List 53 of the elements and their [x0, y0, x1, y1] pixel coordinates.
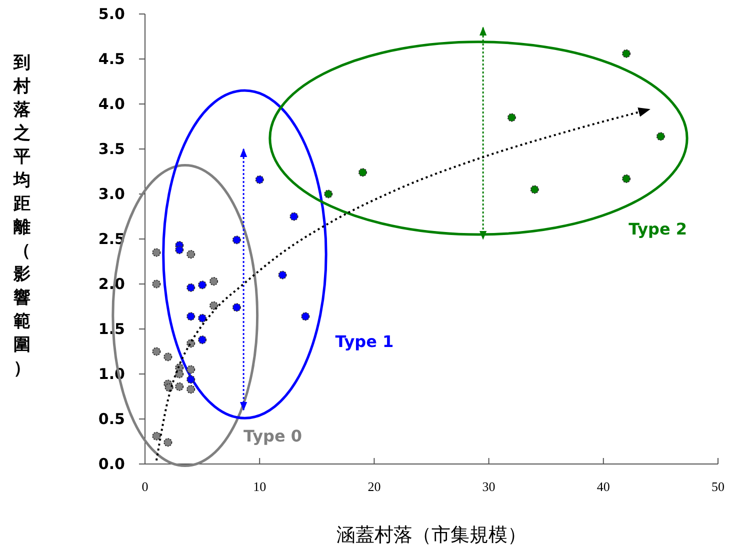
- point: [290, 212, 298, 221]
- y-tick-label: 0.5: [98, 410, 125, 428]
- point: [152, 347, 161, 356]
- point: [152, 280, 161, 288]
- point: [278, 270, 287, 280]
- point: [186, 312, 196, 321]
- point: [186, 375, 196, 384]
- point: [175, 370, 184, 378]
- point: [656, 132, 665, 141]
- y-tick-label: 4.0: [98, 94, 125, 113]
- point: [186, 385, 196, 394]
- y-tick-label: 2.0: [98, 274, 125, 293]
- point: [209, 301, 218, 310]
- point: [232, 303, 241, 312]
- point: [175, 382, 184, 391]
- point: [324, 190, 333, 198]
- text: Type 2: [628, 220, 688, 238]
- point: [198, 280, 207, 290]
- y-tick-label: 1.5: [98, 320, 125, 338]
- point: [198, 314, 207, 322]
- y-tick-label: 3.5: [98, 140, 125, 158]
- x-axis-title: 涵蓋村落（市集規模）: [336, 524, 526, 546]
- point: [530, 185, 539, 194]
- series-label: Type 1: [335, 332, 394, 351]
- point: [358, 168, 368, 177]
- point: [209, 277, 218, 286]
- point: [175, 246, 184, 254]
- x-tick-label: 20: [368, 479, 381, 494]
- point: [622, 174, 631, 183]
- point: [186, 250, 196, 259]
- x-tick-label: 10: [253, 479, 266, 494]
- y-tick-label: 4.5: [98, 50, 125, 68]
- x-tick-label: 0: [142, 479, 148, 494]
- point: [232, 236, 241, 244]
- point: [622, 49, 631, 58]
- point: [255, 175, 264, 184]
- point: [301, 312, 310, 321]
- y-tick-label: 5.0: [98, 4, 125, 23]
- x-tick-label: 40: [596, 479, 610, 494]
- point: [198, 336, 207, 344]
- y-tick-label: 0.0: [98, 454, 125, 473]
- point: [507, 113, 516, 122]
- y-tick-label: 3.0: [98, 184, 125, 203]
- point: [186, 365, 196, 374]
- x-tick-label: 50: [712, 479, 724, 494]
- point: [152, 432, 161, 440]
- point: [164, 438, 172, 447]
- point: [186, 283, 196, 292]
- text: Type 0: [244, 426, 302, 446]
- point: [152, 248, 161, 257]
- point: [164, 352, 172, 362]
- x-tick-label: 30: [482, 479, 496, 494]
- text: 到村落之平均距離（影響範圍）: [14, 53, 30, 378]
